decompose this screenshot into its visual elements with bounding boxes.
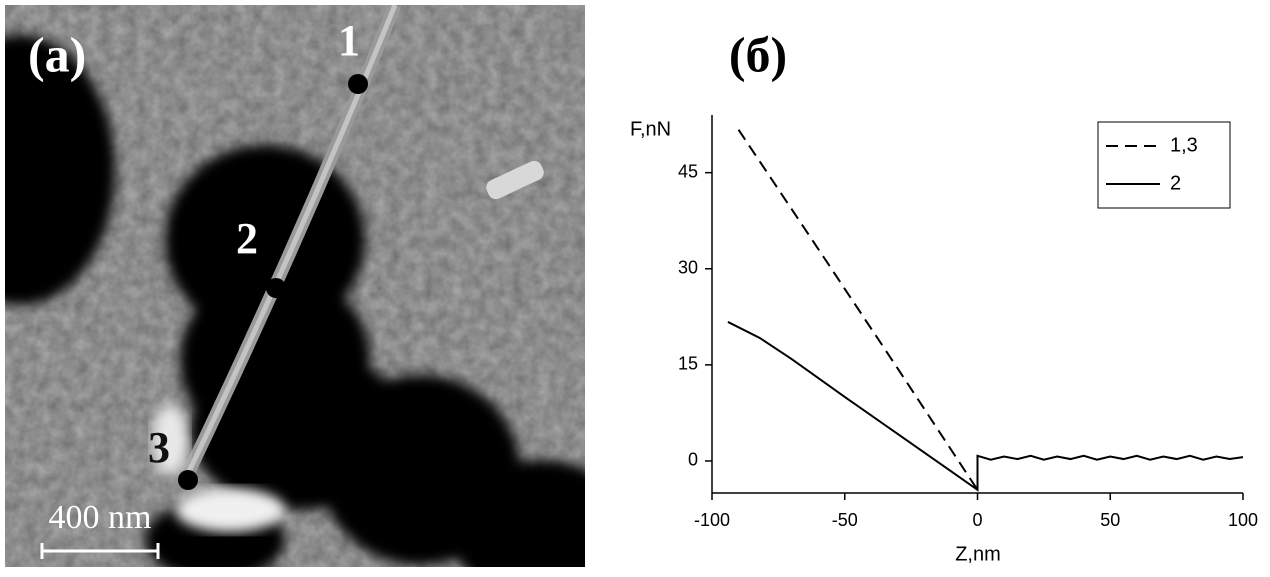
legend-label: 1,3 <box>1170 134 1198 156</box>
y-axis-label: F,nN <box>630 118 671 140</box>
legend-box <box>1097 121 1231 209</box>
x-tick-label: -100 <box>694 510 730 530</box>
point-label: 2 <box>236 214 258 263</box>
afm-image <box>5 5 585 567</box>
x-tick-label: 0 <box>972 510 982 530</box>
x-tick-label: 100 <box>1228 510 1258 530</box>
point-marker <box>266 278 286 298</box>
series-line <box>727 321 1244 492</box>
scale-bar-label: 400 nm <box>49 499 152 536</box>
y-tick-label: 0 <box>688 450 698 470</box>
x-tick-label: 50 <box>1100 510 1120 530</box>
point-label: 3 <box>148 423 170 472</box>
point-marker <box>348 74 368 94</box>
y-tick-label: 45 <box>678 161 698 181</box>
series-line <box>737 129 979 491</box>
y-tick-label: 30 <box>678 258 698 278</box>
chart-title: (б) <box>729 26 787 82</box>
panel-label: (a) <box>28 26 86 82</box>
point-label: 1 <box>338 16 360 65</box>
y-tick-label: 15 <box>678 354 698 374</box>
legend-label: 2 <box>1170 172 1181 194</box>
x-axis-label: Z,nm <box>955 543 1001 565</box>
x-tick-label: -50 <box>832 510 858 530</box>
scale-bar <box>40 543 160 559</box>
point-marker <box>178 470 198 490</box>
